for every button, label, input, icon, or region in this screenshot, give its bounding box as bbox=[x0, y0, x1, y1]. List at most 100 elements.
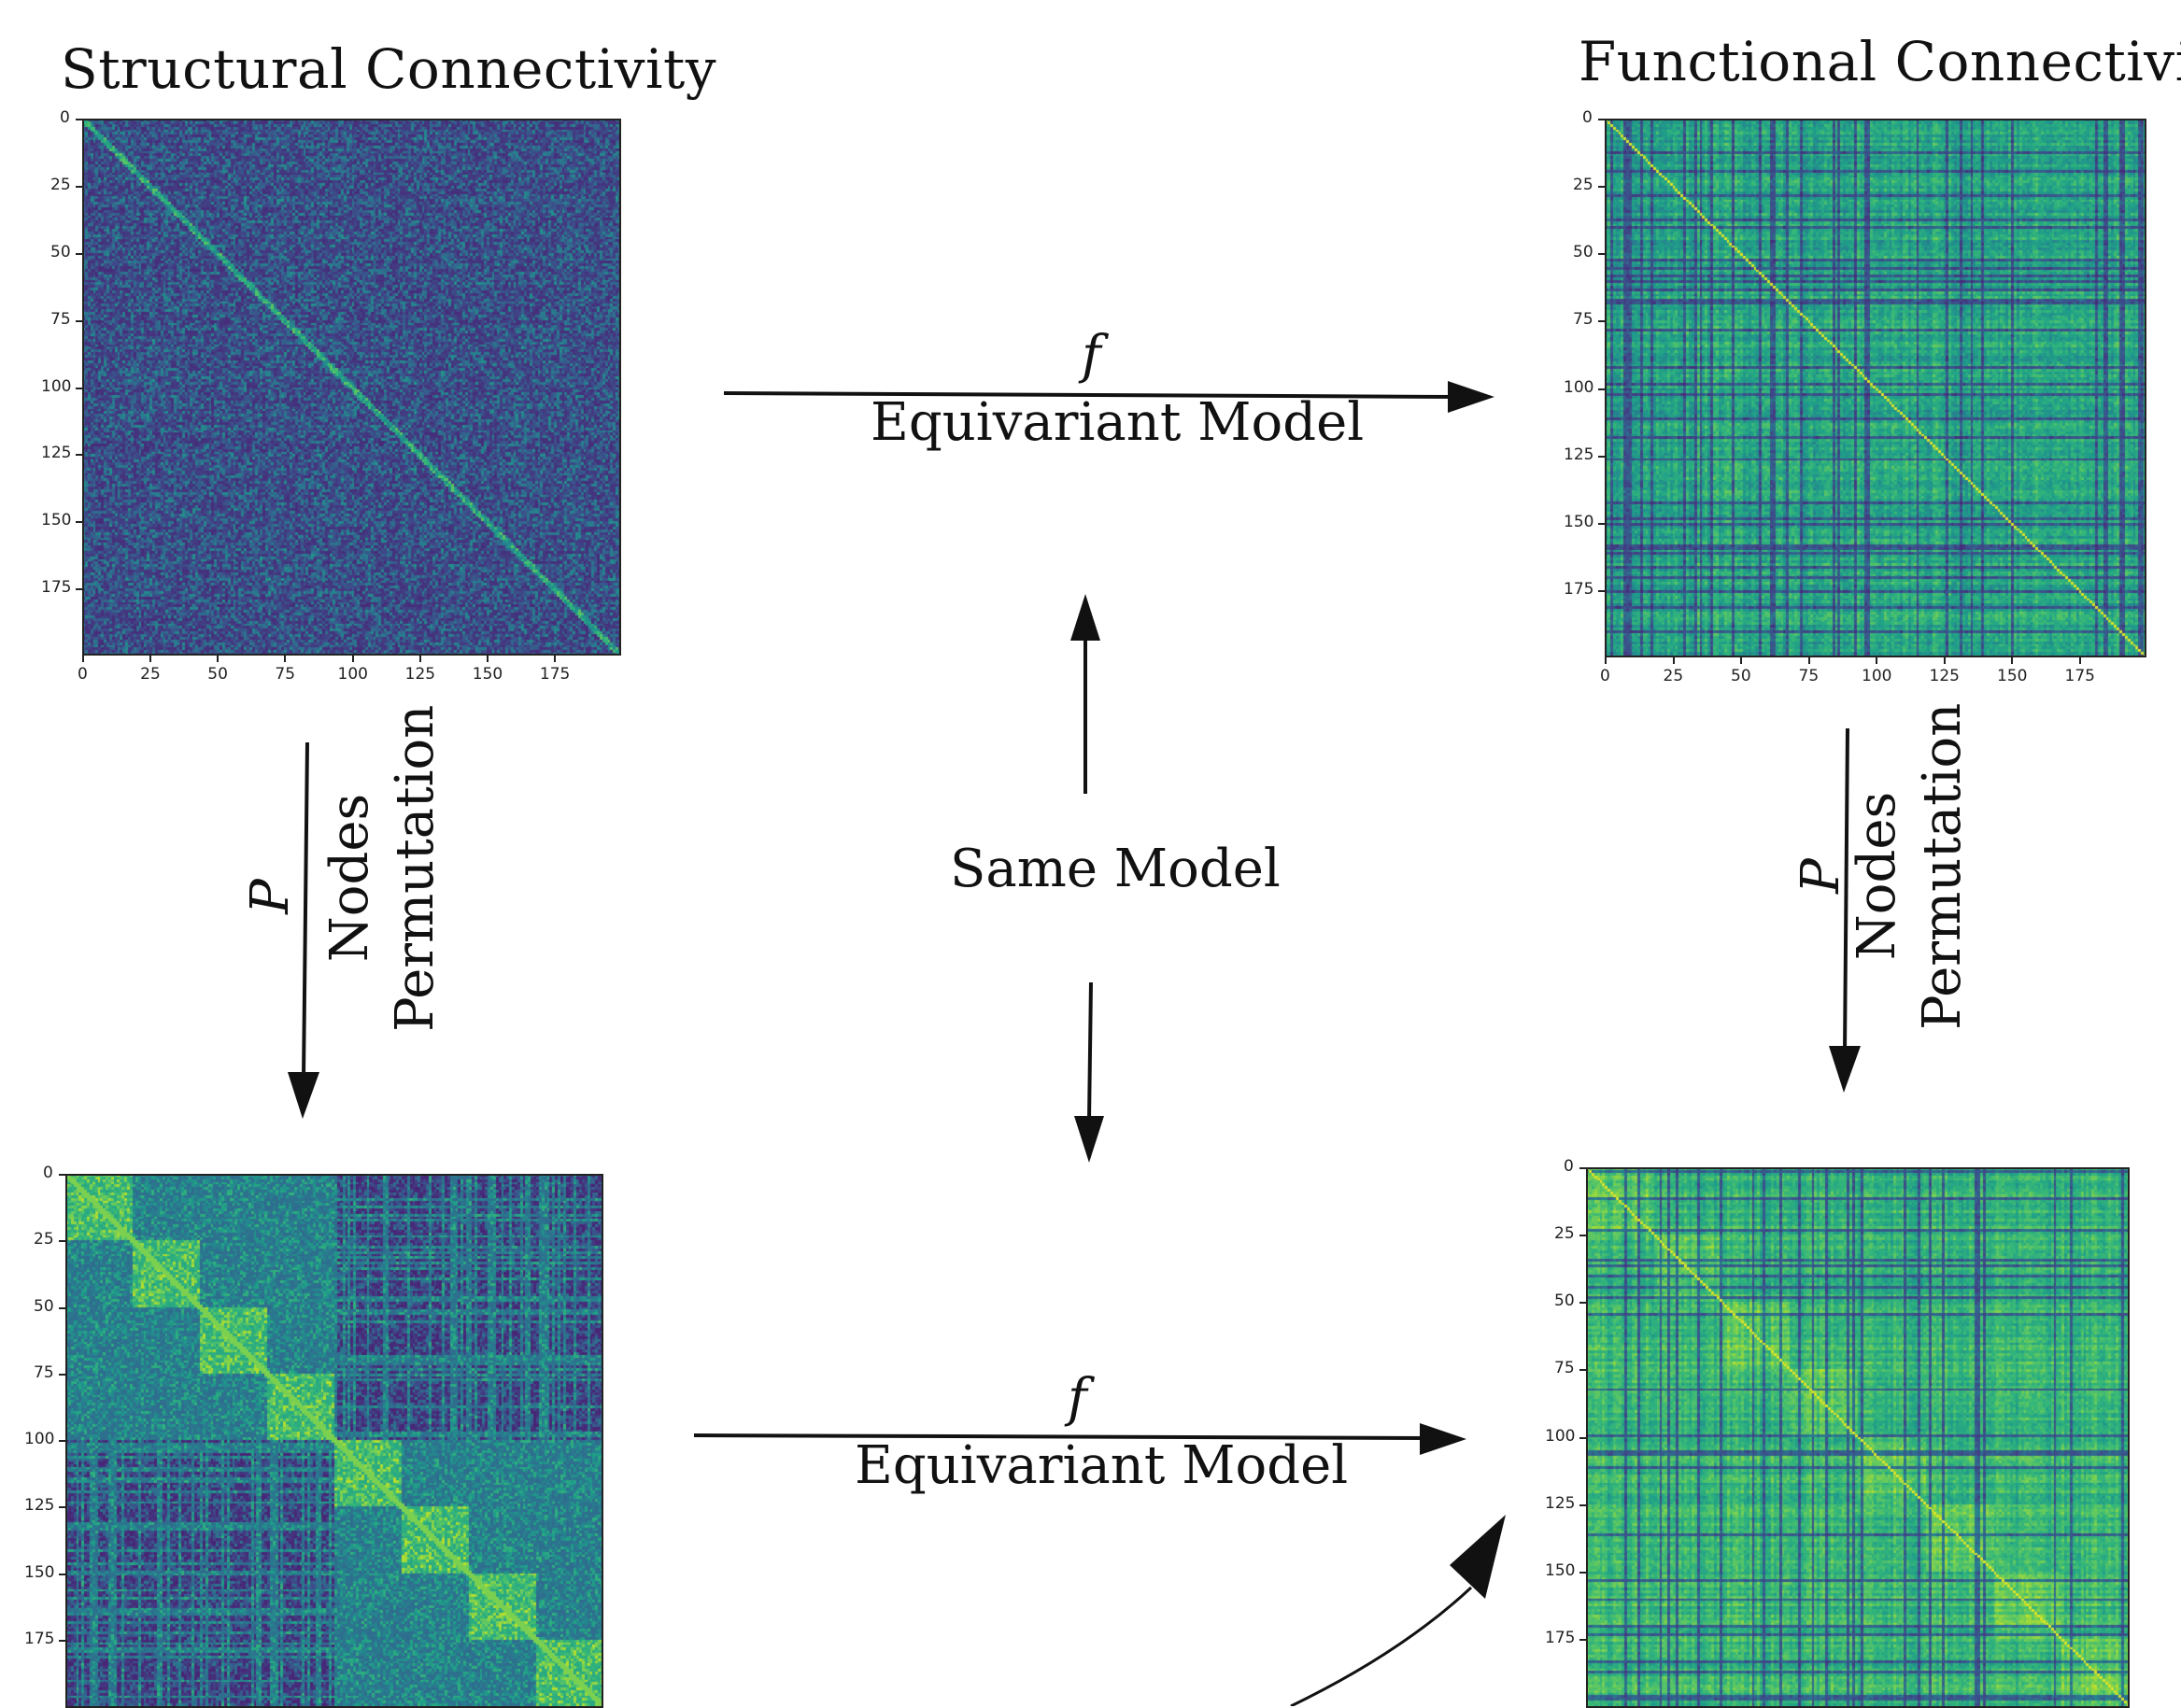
functional-x-tick-label: 75 bbox=[1798, 667, 1820, 685]
left-permutation-arrow bbox=[302, 741, 309, 1080]
center-down-arrow bbox=[1087, 981, 1093, 1122]
functional-y-tick-label: 75 bbox=[1573, 310, 1593, 330]
functional-y-tick-mark bbox=[1598, 186, 1605, 189]
top-arrowhead bbox=[1448, 381, 1494, 413]
structural-y-tick-label: 50 bbox=[50, 242, 71, 261]
structural-x-tick-label: 150 bbox=[472, 665, 503, 684]
structural-y-tick-label: 150 bbox=[41, 511, 72, 530]
functional-y-tick-mark bbox=[1598, 320, 1605, 323]
curved-pointer-arrowhead bbox=[1450, 1515, 1506, 1599]
permuted-structural-y-tick-label: 50 bbox=[34, 1296, 54, 1316]
top-f-symbol: f bbox=[1082, 325, 1101, 386]
structural-heatmap-panel bbox=[82, 119, 621, 656]
same-model-label: Same Model bbox=[950, 839, 1281, 899]
permuted-functional-y-tick-mark bbox=[1579, 1302, 1586, 1305]
structural-x-tick-mark bbox=[217, 656, 220, 662]
permuted-structural-y-tick-mark bbox=[59, 1240, 65, 1243]
functional-x-tick-mark bbox=[1605, 657, 1607, 664]
structural-x-tick-mark bbox=[351, 656, 354, 662]
structural-y-tick-label: 0 bbox=[60, 108, 70, 127]
permuted-functional-y-tick-label: 50 bbox=[1554, 1292, 1575, 1311]
permuted-functional-y-tick-label: 100 bbox=[1545, 1426, 1576, 1446]
permuted-functional-y-tick-label: 175 bbox=[1545, 1628, 1576, 1647]
permuted-structural-y-tick-mark bbox=[59, 1440, 65, 1442]
permuted-structural-y-tick-mark bbox=[59, 1639, 65, 1642]
structural-y-tick-mark bbox=[76, 521, 82, 524]
permuted-structural-y-tick-label: 25 bbox=[34, 1230, 54, 1249]
bottom-equivariant-label: Equivariant Model bbox=[855, 1435, 1349, 1496]
functional-y-tick-label: 100 bbox=[1564, 377, 1594, 397]
functional-x-tick-mark bbox=[2078, 657, 2081, 664]
permuted-functional-y-tick-label: 25 bbox=[1554, 1224, 1575, 1244]
structural-x-tick-label: 100 bbox=[337, 665, 368, 684]
bottom-f-symbol: f bbox=[1068, 1368, 1087, 1429]
structural-heatmap bbox=[82, 119, 621, 656]
functional-x-tick-label: 25 bbox=[1663, 667, 1684, 685]
structural-y-tick-label: 125 bbox=[41, 444, 72, 463]
permuted-structural-y-tick-mark bbox=[59, 1506, 65, 1509]
structural-x-tick-mark bbox=[553, 656, 556, 662]
permuted-structural-y-tick-label: 150 bbox=[24, 1562, 55, 1582]
permuted-functional-y-tick-mark bbox=[1579, 1503, 1586, 1506]
functional-y-tick-mark bbox=[1598, 589, 1605, 592]
structural-y-tick-mark bbox=[76, 185, 82, 188]
structural-y-tick-mark bbox=[76, 252, 82, 255]
permuted-structural-y-tick-mark bbox=[59, 1373, 65, 1376]
bottom-equivariant-arrow bbox=[693, 1433, 1428, 1440]
functional-x-tick-mark bbox=[1807, 657, 1810, 664]
functional-y-tick-mark bbox=[1598, 253, 1605, 256]
permuted-functional-y-tick-label: 125 bbox=[1545, 1493, 1576, 1513]
structural-y-tick-mark bbox=[76, 319, 82, 322]
left-arrowhead bbox=[288, 1072, 319, 1119]
permuted-structural-y-tick-mark bbox=[59, 1306, 65, 1309]
left-p-symbol: P bbox=[240, 879, 301, 914]
functional-y-tick-label: 125 bbox=[1564, 445, 1594, 464]
permuted-functional-y-tick-mark bbox=[1579, 1369, 1586, 1372]
permuted-structural-y-tick-label: 75 bbox=[34, 1362, 54, 1382]
right-permutation-arrow bbox=[1843, 727, 1849, 1054]
functional-heatmap bbox=[1605, 119, 2146, 657]
center-down-arrowhead bbox=[1074, 1116, 1104, 1163]
permuted-structural-y-tick-mark bbox=[59, 1573, 65, 1575]
functional-y-tick-mark bbox=[1598, 455, 1605, 458]
permuted-structural-y-tick-label: 175 bbox=[24, 1629, 55, 1648]
permuted-functional-y-tick-mark bbox=[1579, 1638, 1586, 1641]
functional-x-tick-mark bbox=[1672, 657, 1675, 664]
functional-x-tick-mark bbox=[1876, 657, 1877, 664]
structural-x-tick-mark bbox=[149, 656, 152, 662]
functional-y-tick-label: 0 bbox=[1582, 108, 1593, 127]
functional-x-tick-label: 100 bbox=[1862, 667, 1892, 685]
permuted-structural-y-tick-mark bbox=[59, 1174, 65, 1176]
top-equivariant-arrow bbox=[723, 391, 1458, 399]
structural-y-tick-mark bbox=[76, 387, 82, 389]
permuted-functional-y-tick-label: 150 bbox=[1545, 1560, 1576, 1580]
permuted-structural-y-tick-label: 125 bbox=[24, 1496, 55, 1516]
functional-connectivity-title: Functional Connectivity bbox=[1579, 30, 2181, 93]
permuted-functional-y-tick-mark bbox=[1579, 1167, 1586, 1169]
structural-x-tick-mark bbox=[418, 656, 421, 662]
permuted-structural-heatmap-panel bbox=[65, 1174, 603, 1708]
permuted-structural-heatmap bbox=[65, 1174, 603, 1706]
functional-x-tick-label: 125 bbox=[1929, 667, 1960, 685]
structural-y-tick-label: 175 bbox=[41, 578, 72, 598]
structural-y-tick-label: 100 bbox=[41, 376, 72, 396]
curved-pointer-arrow bbox=[1290, 1586, 1473, 1706]
permuted-functional-heatmap bbox=[1586, 1167, 2130, 1706]
structural-x-tick-mark bbox=[284, 656, 287, 662]
top-equivariant-label: Equivariant Model bbox=[871, 392, 1365, 453]
structural-x-tick-label: 0 bbox=[78, 665, 88, 684]
functional-x-tick-label: 175 bbox=[2064, 667, 2095, 685]
permuted-functional-y-tick-label: 0 bbox=[1564, 1157, 1574, 1176]
functional-heatmap-panel bbox=[1605, 119, 2146, 657]
right-nodes-label: Nodes bbox=[1847, 791, 1907, 961]
permuted-functional-y-tick-label: 75 bbox=[1554, 1359, 1575, 1378]
functional-x-tick-label: 50 bbox=[1731, 667, 1751, 685]
permuted-functional-y-tick-mark bbox=[1579, 1436, 1586, 1439]
structural-x-tick-label: 50 bbox=[207, 665, 228, 684]
structural-x-tick-label: 125 bbox=[404, 665, 436, 684]
structural-y-tick-mark bbox=[76, 454, 82, 457]
right-arrowhead bbox=[1829, 1046, 1861, 1093]
structural-x-tick-mark bbox=[486, 656, 489, 662]
functional-y-tick-label: 50 bbox=[1573, 243, 1593, 262]
